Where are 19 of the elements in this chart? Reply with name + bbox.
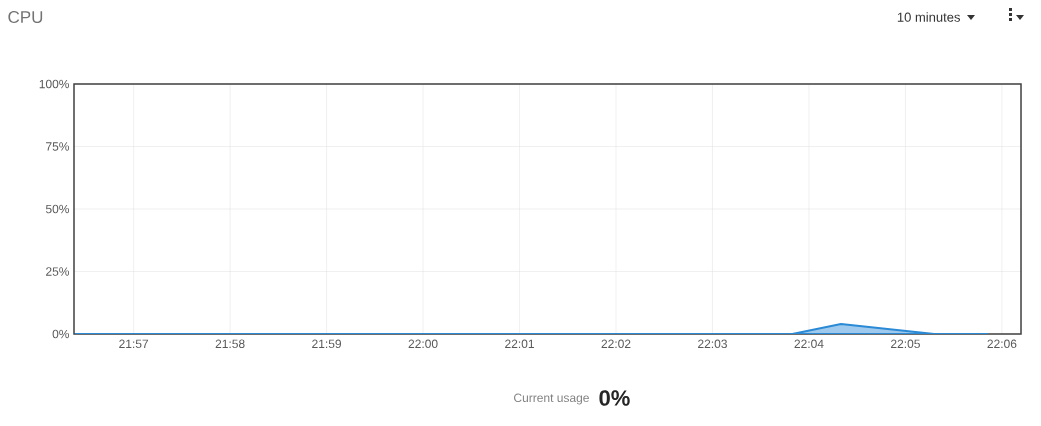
- y-tick-label: 0%: [52, 329, 70, 339]
- x-tick-label: 22:02: [601, 339, 631, 349]
- chart-title: CPU: [8, 10, 43, 24]
- y-tick-label: 100%: [39, 79, 70, 89]
- text: Current usage: [514, 393, 589, 405]
- y-tick-label: 50%: [45, 204, 70, 214]
- x-tick-label: 22:04: [794, 339, 824, 349]
- text: 10 minutes: [897, 12, 960, 22]
- x-tick-label: 22:05: [891, 339, 920, 349]
- x-tick-label: 21:57: [119, 339, 149, 349]
- x-tick-label: 21:59: [312, 339, 342, 349]
- x-tick-label: 21:58: [215, 339, 245, 349]
- y-tick-label: 75%: [46, 142, 70, 151]
- x-tick-label: 22:00: [408, 339, 438, 349]
- text: 0%: [599, 390, 630, 406]
- x-tick-label: 22:03: [698, 339, 727, 349]
- y-tick-label: 25%: [46, 267, 70, 276]
- x-tick-label: 22:01: [505, 339, 534, 349]
- x-tick-label: 22:06: [987, 339, 1017, 349]
